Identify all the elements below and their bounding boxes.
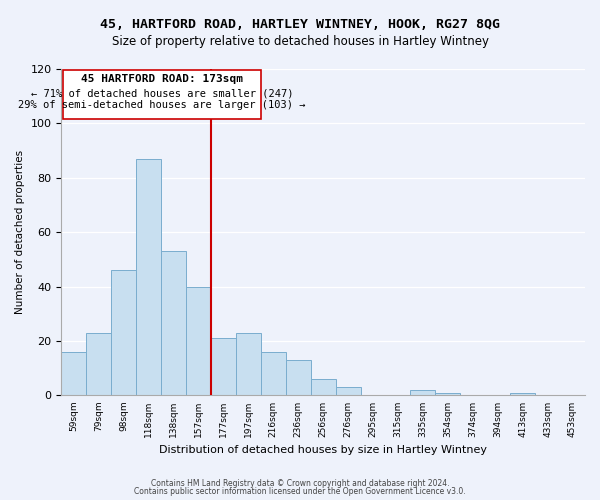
Bar — [186, 286, 211, 396]
Bar — [61, 352, 86, 396]
Bar — [211, 338, 236, 396]
Text: Contains HM Land Registry data © Crown copyright and database right 2024.: Contains HM Land Registry data © Crown c… — [151, 478, 449, 488]
Bar — [436, 392, 460, 396]
Bar — [236, 333, 261, 396]
Text: ← 71% of detached houses are smaller (247): ← 71% of detached houses are smaller (24… — [31, 88, 293, 98]
Bar — [311, 379, 335, 396]
Bar — [510, 392, 535, 396]
Text: Size of property relative to detached houses in Hartley Wintney: Size of property relative to detached ho… — [112, 35, 488, 48]
Bar — [410, 390, 436, 396]
Text: 45, HARTFORD ROAD, HARTLEY WINTNEY, HOOK, RG27 8QG: 45, HARTFORD ROAD, HARTLEY WINTNEY, HOOK… — [100, 18, 500, 30]
Bar — [335, 388, 361, 396]
Bar — [161, 252, 186, 396]
Bar — [286, 360, 311, 396]
FancyBboxPatch shape — [62, 70, 261, 120]
Y-axis label: Number of detached properties: Number of detached properties — [15, 150, 25, 314]
Bar — [111, 270, 136, 396]
Text: Contains public sector information licensed under the Open Government Licence v3: Contains public sector information licen… — [134, 487, 466, 496]
Bar — [261, 352, 286, 396]
Text: 29% of semi-detached houses are larger (103) →: 29% of semi-detached houses are larger (… — [18, 100, 305, 110]
Bar — [136, 159, 161, 396]
X-axis label: Distribution of detached houses by size in Hartley Wintney: Distribution of detached houses by size … — [159, 445, 487, 455]
Bar — [86, 333, 111, 396]
Text: 45 HARTFORD ROAD: 173sqm: 45 HARTFORD ROAD: 173sqm — [81, 74, 243, 85]
